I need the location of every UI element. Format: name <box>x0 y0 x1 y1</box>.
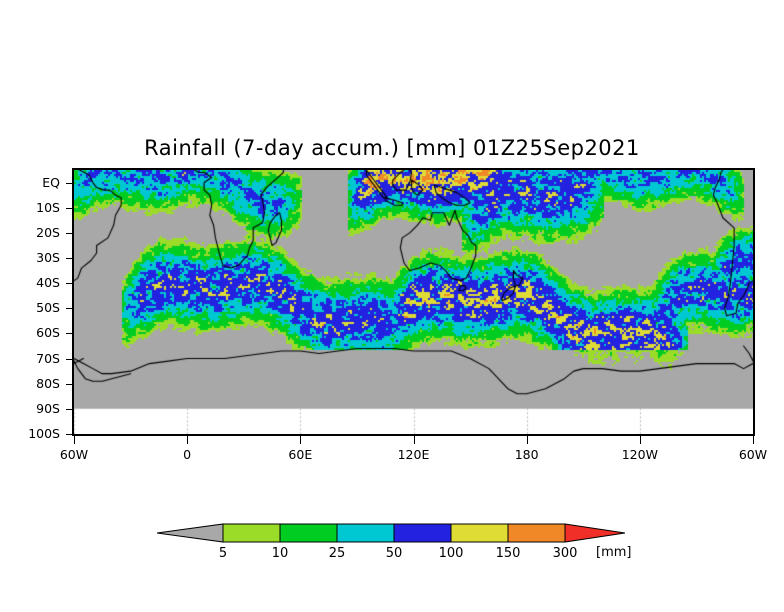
y-tick-mark <box>66 408 74 410</box>
colorbar <box>157 522 625 544</box>
y-tick-mark <box>66 434 74 435</box>
y-tick-label-40s: 40S <box>36 275 60 291</box>
figure-title: Rainfall (7-day accum.) [mm] 01Z25Sep202… <box>144 136 640 160</box>
y-tick-mark <box>66 383 74 385</box>
colorbar-segment-25-50 <box>336 523 395 543</box>
y-tick-label-80s: 80S <box>36 375 60 391</box>
colorbar-unit-label: [mm] <box>596 545 632 560</box>
colorbar-segment-below-min <box>157 523 224 543</box>
colorbar-segment-150-300 <box>507 523 566 543</box>
colorbar-tick-label-150: 150 <box>495 546 521 561</box>
x-tick-mark <box>300 436 302 444</box>
y-tick-mark <box>66 283 74 285</box>
colorbar-tick-label-50: 50 <box>385 546 403 561</box>
x-tick-mark <box>413 436 415 444</box>
rainfall-raster <box>74 170 753 434</box>
map-plot-area <box>72 168 755 436</box>
colorbar-tick-label-5: 5 <box>218 546 228 561</box>
y-tick-mark <box>66 182 74 184</box>
colorbar-tick-label-10: 10 <box>271 546 289 561</box>
y-tick-label-10s: 10S <box>36 199 60 215</box>
colorbar-tick-label-25: 25 <box>328 546 346 561</box>
y-tick-label-eq: EQ <box>42 174 60 190</box>
x-tick-mark <box>639 436 641 444</box>
y-tick-mark <box>66 258 74 259</box>
colorbar-tick-label-300: 300 <box>552 546 578 561</box>
y-tick-label-50s: 50S <box>36 300 60 316</box>
x-tick-label: 120E <box>397 447 430 462</box>
x-tick-label: 120W <box>621 447 658 462</box>
x-tick-label: 60E <box>288 447 313 462</box>
y-tick-mark <box>66 308 74 310</box>
y-tick-mark <box>66 358 74 360</box>
x-tick-mark <box>74 436 75 444</box>
y-tick-label-30s: 30S <box>36 250 60 265</box>
y-tick-label-20s: 20S <box>36 224 60 240</box>
colorbar-segment-50-100 <box>393 523 452 543</box>
colorbar-segment-100-150 <box>450 523 509 543</box>
x-tick-label: 180 <box>514 447 539 462</box>
x-tick-mark <box>753 436 754 444</box>
x-tick-mark <box>526 436 528 444</box>
y-tick-mark <box>66 232 74 234</box>
x-tick-mark <box>187 436 189 444</box>
y-tick-label-100s: 100S <box>28 426 60 441</box>
x-tick-label: 0 <box>183 447 192 462</box>
y-tick-label-70s: 70S <box>36 350 60 366</box>
y-tick-label-90s: 90S <box>36 400 60 416</box>
y-tick-mark <box>66 207 74 209</box>
colorbar-segment-above-max <box>564 523 625 543</box>
colorbar-segment-5-10 <box>222 523 281 543</box>
y-tick-mark <box>66 333 74 335</box>
colorbar-tick-label-100: 100 <box>438 546 464 561</box>
colorbar-segment-10-25 <box>279 523 338 543</box>
x-tick-label: 60W <box>59 447 89 462</box>
y-tick-label-60s: 60S <box>36 325 60 341</box>
x-tick-label: 60W <box>738 447 768 462</box>
